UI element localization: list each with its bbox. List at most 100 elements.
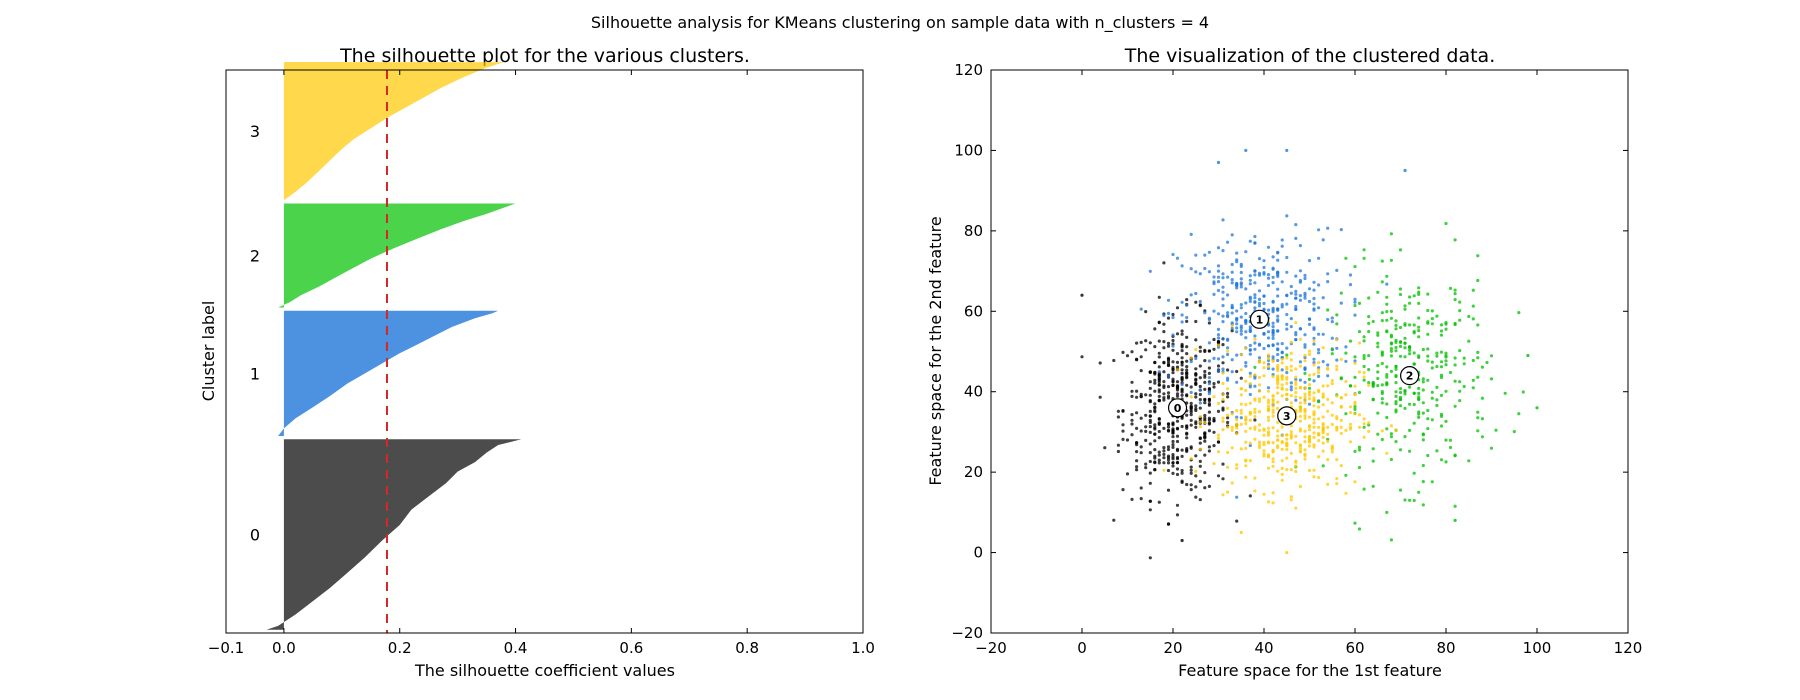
data-point-cluster-2 [1376,341,1380,345]
data-point-cluster-2 [1417,316,1421,320]
data-point-cluster-2 [1330,352,1334,356]
data-point-cluster-3 [1262,395,1266,399]
data-point-cluster-2 [1417,490,1421,494]
data-point-cluster-3 [1344,491,1348,495]
scatter-plot-title: The visualization of the clustered data. [1124,45,1496,67]
data-point-cluster-2 [1426,354,1430,358]
data-point-cluster-3 [1271,398,1275,402]
data-point-cluster-3 [1226,450,1230,455]
data-point-cluster-3 [1303,440,1307,444]
data-point-cluster-0 [1116,409,1120,413]
data-point-cluster-0 [1098,395,1102,399]
data-point-cluster-3 [1312,425,1316,429]
data-point-cluster-3 [1226,425,1230,429]
data-point-cluster-3 [1330,413,1334,417]
data-point-cluster-1 [1276,307,1280,311]
data-point-cluster-0 [1157,351,1161,355]
data-point-cluster-3 [1280,394,1284,398]
data-point-cluster-0 [1198,464,1202,468]
data-point-cluster-1 [1257,289,1262,293]
data-point-cluster-0 [1175,380,1180,384]
data-point-cluster-2 [1439,350,1444,354]
data-point-cluster-2 [1371,447,1375,451]
data-point-cluster-3 [1271,449,1275,454]
data-point-cluster-1 [1212,282,1216,286]
data-point-cluster-3 [1312,372,1316,376]
data-point-cluster-1 [1317,332,1321,336]
data-point-cluster-3 [1253,410,1257,414]
data-point-cluster-2 [1521,390,1525,394]
data-point-cluster-1 [1312,296,1316,301]
data-point-cluster-0 [1175,457,1180,461]
data-point-cluster-0 [1162,392,1166,396]
data-point-cluster-3 [1348,440,1353,444]
data-point-cluster-3 [1253,337,1257,341]
data-point-cluster-2 [1462,362,1466,366]
data-point-cluster-3 [1216,343,1221,347]
data-point-cluster-1 [1239,281,1243,285]
data-point-cluster-2 [1380,280,1384,284]
data-point-cluster-3 [1321,384,1325,388]
data-point-cluster-1 [1257,343,1262,347]
data-point-cluster-3 [1307,383,1312,387]
data-point-cluster-0 [1139,392,1143,396]
data-point-cluster-0 [1198,459,1202,463]
data-point-cluster-2 [1435,351,1439,355]
data-point-cluster-2 [1430,418,1434,422]
data-point-cluster-2 [1412,498,1416,503]
data-point-cluster-3 [1280,361,1284,365]
data-point-cluster-2 [1357,448,1362,452]
data-point-cluster-1 [1189,267,1193,271]
data-point-cluster-3 [1303,398,1307,402]
data-point-cluster-0 [1175,306,1180,310]
data-point-cluster-3 [1303,452,1307,456]
data-point-cluster-2 [1453,453,1457,457]
data-point-cluster-3 [1235,418,1239,422]
data-point-cluster-1 [1385,282,1389,286]
data-point-cluster-1 [1294,296,1298,300]
data-point-cluster-1 [1353,359,1357,363]
data-point-cluster-0 [1153,327,1157,331]
data-point-cluster-3 [1271,414,1275,418]
data-point-cluster-0 [1153,345,1157,349]
data-point-cluster-3 [1344,428,1348,432]
data-point-cluster-0 [1171,435,1175,439]
data-point-cluster-2 [1430,480,1434,484]
data-point-cluster-0 [1148,380,1152,384]
data-point-cluster-3 [1289,401,1293,405]
data-point-cluster-3 [1276,366,1280,370]
data-point-cluster-3 [1266,398,1271,402]
data-point-cluster-1 [1271,321,1275,325]
data-point-cluster-0 [1148,341,1152,345]
data-point-cluster-2 [1417,391,1421,395]
data-point-cluster-3 [1253,489,1257,493]
data-point-cluster-2 [1417,354,1421,358]
data-point-cluster-2 [1471,386,1475,390]
data-point-cluster-3 [1289,451,1293,455]
data-point-cluster-1 [1317,228,1321,232]
data-point-cluster-1 [1339,301,1343,305]
data-point-cluster-3 [1271,374,1275,379]
data-point-cluster-3 [1230,324,1234,328]
data-point-cluster-3 [1357,413,1362,417]
data-point-cluster-2 [1362,339,1366,343]
data-point-cluster-1 [1285,371,1289,375]
x-tick-label: 20 [1163,639,1182,657]
data-point-cluster-0 [1139,369,1143,373]
data-point-cluster-0 [1157,376,1161,380]
data-point-cluster-1 [1312,342,1316,346]
data-point-cluster-1 [1276,314,1280,318]
data-point-cluster-3 [1248,374,1252,378]
data-point-cluster-3 [1362,435,1366,439]
x-tick-label: 100 [1523,639,1552,657]
data-point-cluster-3 [1330,378,1334,383]
data-point-cluster-3 [1285,392,1289,397]
data-point-cluster-1 [1257,356,1262,360]
data-point-cluster-1 [1221,218,1225,222]
data-point-cluster-1 [1276,287,1280,291]
data-point-cluster-1 [1226,346,1230,350]
data-point-cluster-3 [1266,426,1271,430]
data-point-cluster-2 [1362,487,1366,491]
data-point-cluster-2 [1326,437,1330,441]
data-point-cluster-3 [1317,371,1321,375]
